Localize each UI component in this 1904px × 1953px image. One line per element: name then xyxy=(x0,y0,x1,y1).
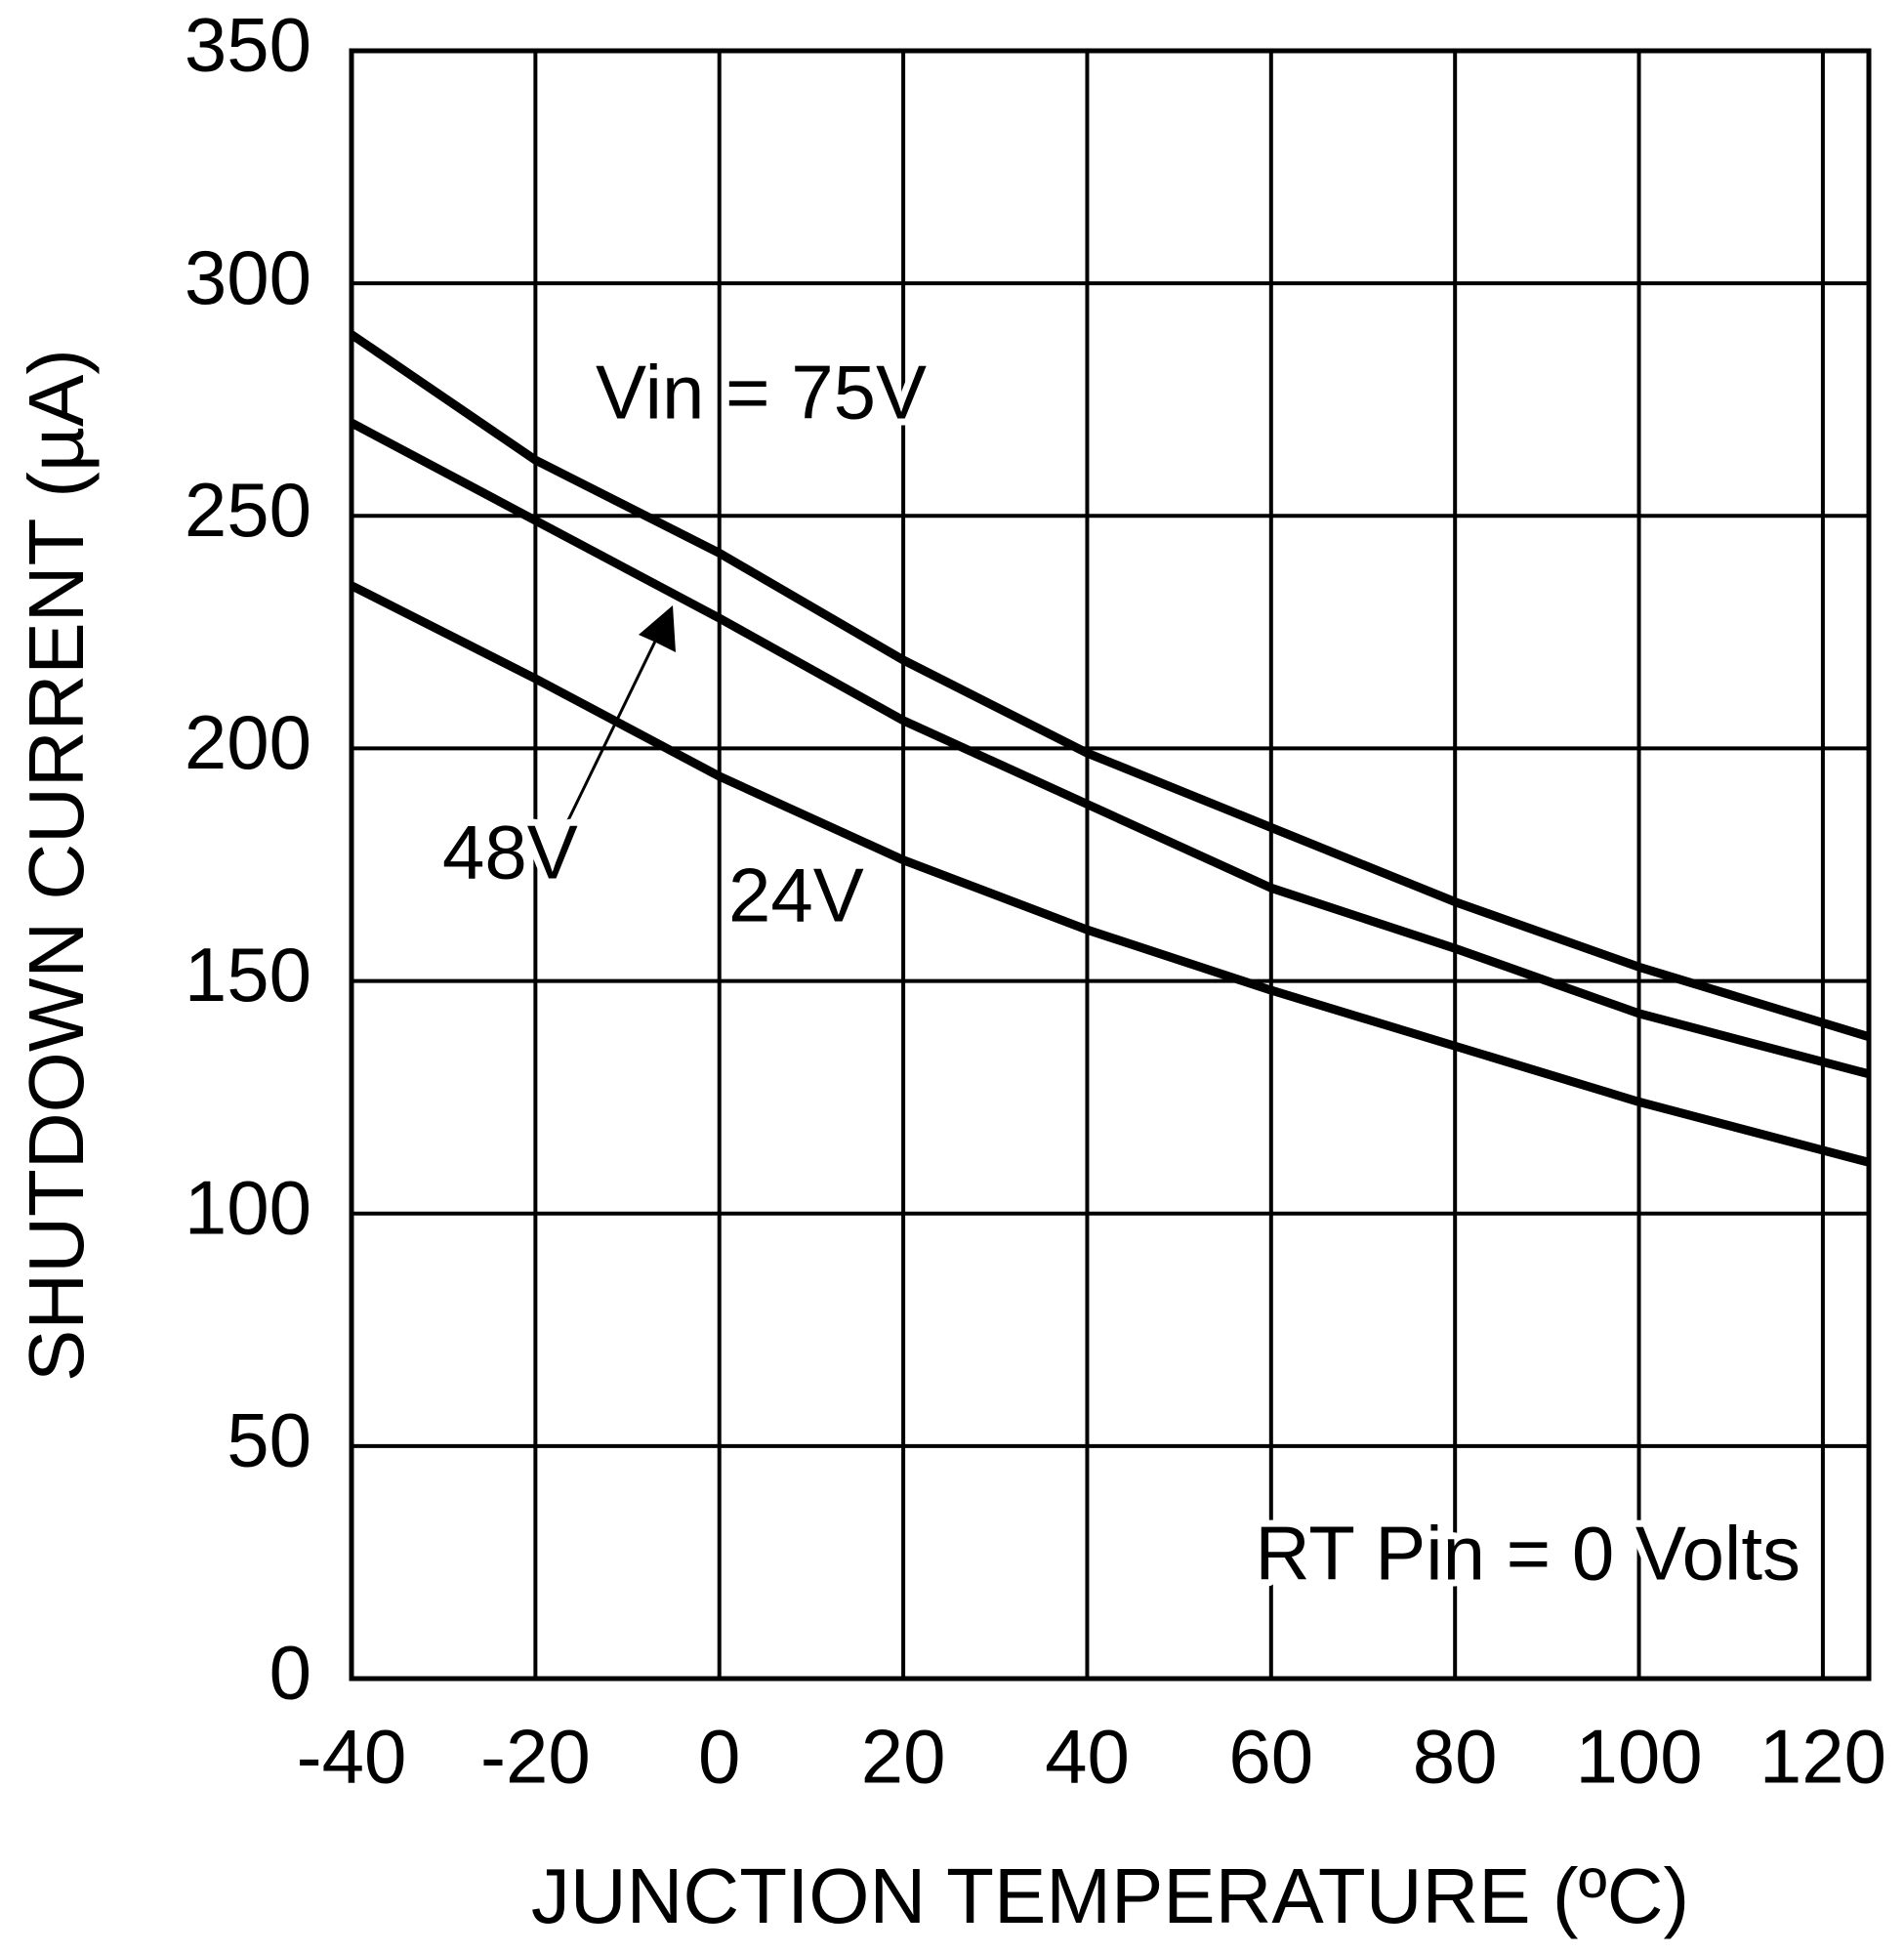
x-axis-title: JUNCTION TEMPERATURE (ºC) xyxy=(531,1852,1689,1939)
x-tick-label: 20 xyxy=(861,1714,946,1800)
y-tick-label: 300 xyxy=(185,234,311,320)
y-tick-label: 150 xyxy=(185,932,311,1018)
x-tick-label: 100 xyxy=(1575,1714,1702,1800)
series-label: 48V xyxy=(442,810,578,895)
series-label: Vin = 75V xyxy=(596,350,927,436)
x-tick-label: 0 xyxy=(698,1714,740,1800)
x-tick-label: 120 xyxy=(1759,1714,1886,1800)
annotation: RT Pin = 0 Volts xyxy=(1255,1511,1801,1597)
data-line xyxy=(349,419,1871,1079)
x-tick-label: 60 xyxy=(1228,1714,1313,1800)
plot-frame xyxy=(349,48,1872,1682)
y-tick-label: 200 xyxy=(185,699,311,785)
x-tick-label: 40 xyxy=(1045,1714,1130,1800)
y-tick-label: 250 xyxy=(185,467,311,553)
y-tick-label: 100 xyxy=(185,1164,311,1250)
data-line xyxy=(349,581,1871,1167)
arrow-head xyxy=(639,605,676,652)
x-tick-label: -20 xyxy=(480,1714,591,1800)
y-tick-label: 50 xyxy=(227,1396,311,1482)
y-tick-label: 350 xyxy=(185,2,311,88)
x-tick-label: 80 xyxy=(1413,1714,1498,1800)
x-tick-label: -40 xyxy=(297,1714,407,1800)
y-tick-label: 0 xyxy=(269,1630,311,1716)
arrow-shaft xyxy=(565,616,669,823)
series-label: 24V xyxy=(728,852,864,938)
y-axis-title: SHUTDOWN CURRENT (µA) xyxy=(13,349,100,1382)
data-line xyxy=(349,330,1871,1042)
